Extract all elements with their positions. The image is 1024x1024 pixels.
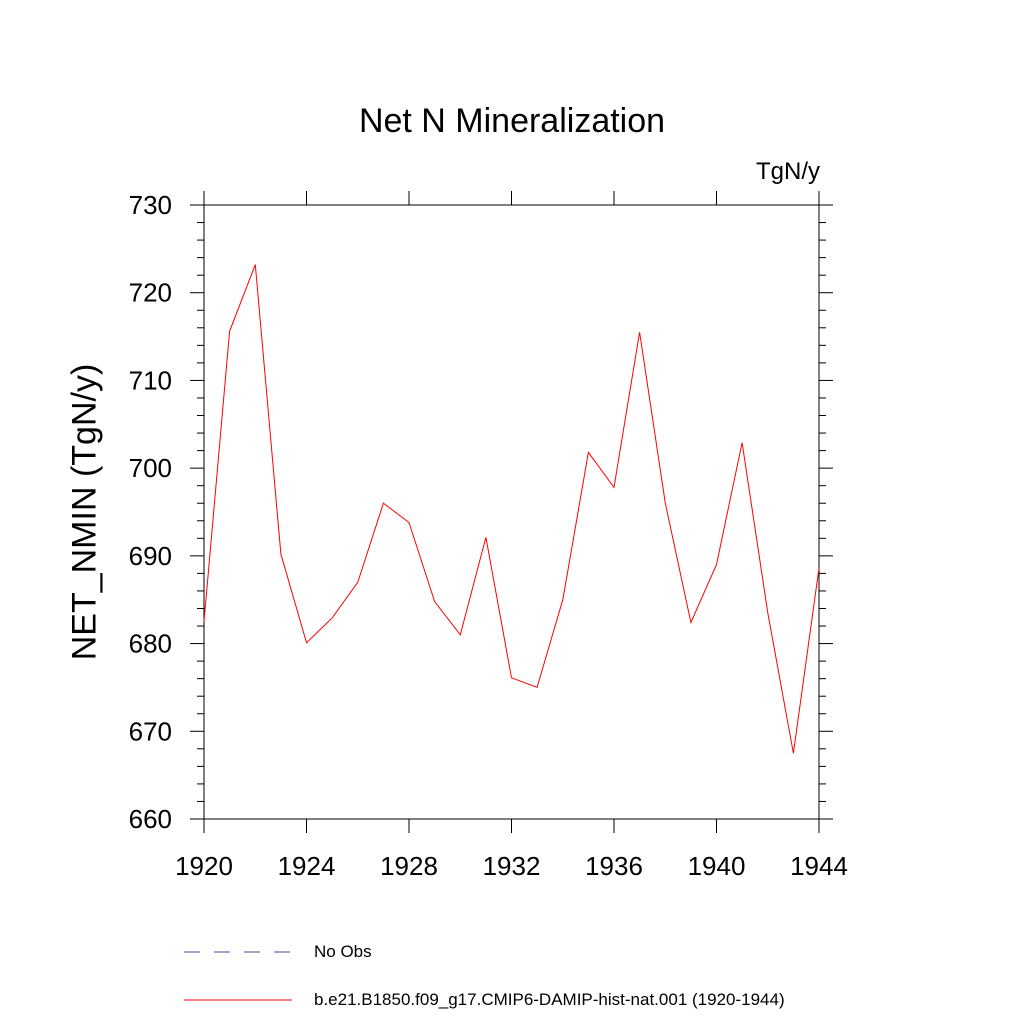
legend-swatch-solid (184, 999, 292, 1001)
y-tick-label: 670 (129, 716, 172, 746)
x-tick-label: 1924 (278, 851, 336, 881)
legend-item-series: b.e21.B1850.f09_g17.CMIP6-DAMIP-hist-nat… (184, 988, 785, 1012)
y-tick-label: 690 (129, 541, 172, 571)
plot-frame (203, 204, 820, 820)
legend-label: No Obs (314, 942, 372, 961)
y-tick-label: 720 (129, 278, 172, 308)
x-tick-label: 1928 (380, 851, 438, 881)
y-tick-label: 680 (129, 629, 172, 659)
y-tick-label: 660 (129, 804, 172, 834)
y-tick-label: 710 (129, 365, 172, 395)
y-tick-label: 700 (129, 453, 172, 483)
x-tick-label: 1932 (483, 851, 541, 881)
legend-swatch-dashed (184, 951, 292, 953)
series-layer (203, 264, 820, 754)
x-tick-label: 1944 (790, 851, 848, 881)
series-line (203, 264, 820, 754)
x-tick-label: 1936 (585, 851, 643, 881)
axis-ticks: 660 670 680 690 700 710 720 730 1920 1924 1928 1932… (129, 190, 848, 881)
legend-label: b.e21.B1850.f09_g17.CMIP6-DAMIP-hist-nat… (314, 990, 785, 1009)
legend-item-no-obs: No Obs (184, 940, 372, 964)
x-tick-label: 1940 (688, 851, 746, 881)
y-tick-label: 730 (129, 190, 172, 220)
chart-title: Net N Mineralization (358, 102, 666, 140)
units-label: TgN/y (755, 158, 820, 185)
x-tick-label: 1920 (175, 851, 233, 881)
